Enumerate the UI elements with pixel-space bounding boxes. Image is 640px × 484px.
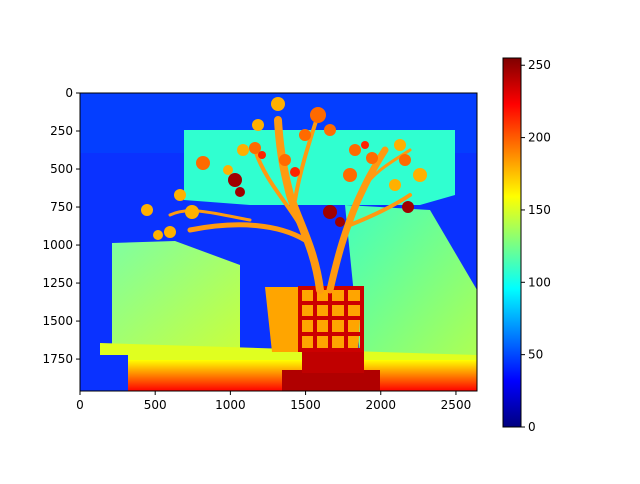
x-tick-label: 0 — [76, 398, 84, 412]
y-axis: 0 250 500 750 1000 1250 1500 1750 — [42, 86, 80, 366]
colorbar-tick-label: 100 — [528, 275, 551, 289]
y-tick-label: 1750 — [42, 352, 73, 366]
colorbar-tick-label: 50 — [528, 348, 543, 362]
colorbar-axis: 0 50 100 150 200 250 — [521, 58, 551, 434]
colorbar-tick-label: 200 — [528, 131, 551, 145]
x-tick-label: 2000 — [365, 398, 396, 412]
colorbar-tick-label: 150 — [528, 203, 551, 217]
y-tick-label: 250 — [50, 124, 73, 138]
y-tick-label: 750 — [50, 200, 73, 214]
heatmap-image — [80, 93, 477, 391]
y-tick-label: 500 — [50, 162, 73, 176]
y-tick-label: 1000 — [42, 238, 73, 252]
x-axis: 0 500 1000 1500 2000 2500 — [76, 391, 471, 412]
x-tick-label: 2500 — [441, 398, 472, 412]
colorbar-tick-label: 0 — [528, 420, 536, 434]
y-tick-label: 1250 — [42, 276, 73, 290]
x-tick-label: 1500 — [290, 398, 321, 412]
x-tick-label: 500 — [144, 398, 167, 412]
plot-frame — [79, 92, 478, 392]
colorbar — [502, 57, 522, 428]
y-tick-label: 0 — [65, 86, 73, 100]
colorbar-tick-label: 250 — [528, 58, 551, 72]
y-tick-label: 1500 — [42, 314, 73, 328]
x-tick-label: 1000 — [215, 398, 246, 412]
